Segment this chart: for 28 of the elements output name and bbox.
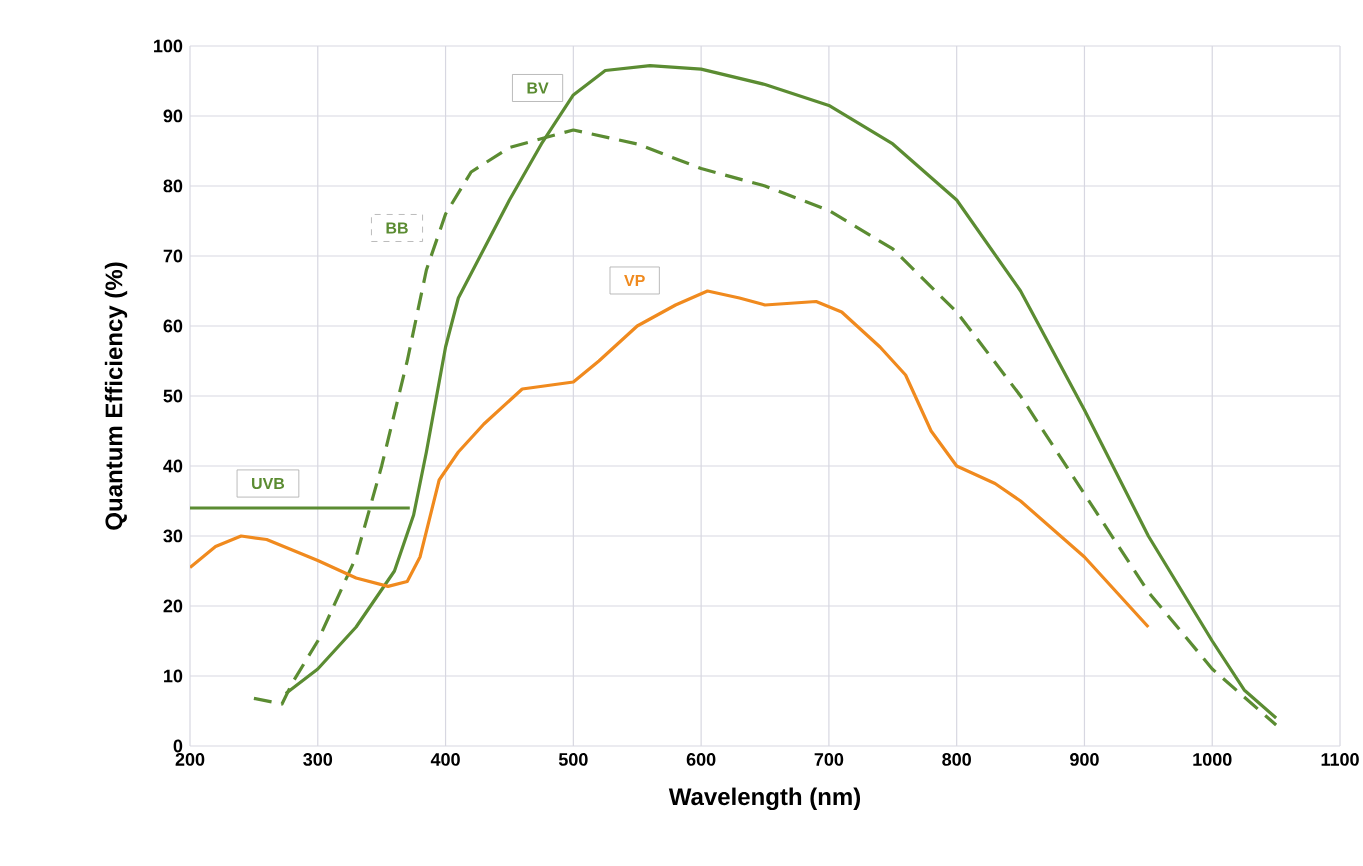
line-series [190,289,1150,629]
x-tick-label: 1000 [1193,753,1232,766]
series-label: UVB [252,477,285,490]
y-tick-label: 90 [163,109,183,123]
y-tick-label: 50 [163,389,183,403]
y-tick-label: 10 [164,669,183,683]
x-tick-label: 800 [942,753,971,766]
x-tick-label: 600 [686,753,716,766]
y-tick-label: 0 [173,739,183,753]
x-tick-label: 500 [558,753,588,766]
y-tick-label: 60 [163,319,183,333]
y-tick-label: 80 [163,179,183,193]
y-tick-label: 20 [163,599,183,613]
y-tick-label: 100 [154,39,183,53]
x-tick-label: 400 [430,753,460,766]
x-tick-label: 1100 [1321,753,1359,766]
series-label: BV [527,82,549,94]
y-tick-label: 30 [163,529,183,543]
x-tick-label: 700 [814,753,844,766]
series-label: BB [386,222,408,234]
y-axis-title: Quantum Efficiency (%) [104,262,128,530]
series-label: VP [624,274,645,286]
x-tick-label: 200 [175,753,205,766]
y-tick-label: 70 [163,249,183,263]
y-tick-label: 40 [163,459,183,473]
x-axis-title: Wavelength (nm) [668,787,861,811]
x-tick-label: 900 [1070,753,1099,766]
x-tick-label: 300 [303,753,333,766]
